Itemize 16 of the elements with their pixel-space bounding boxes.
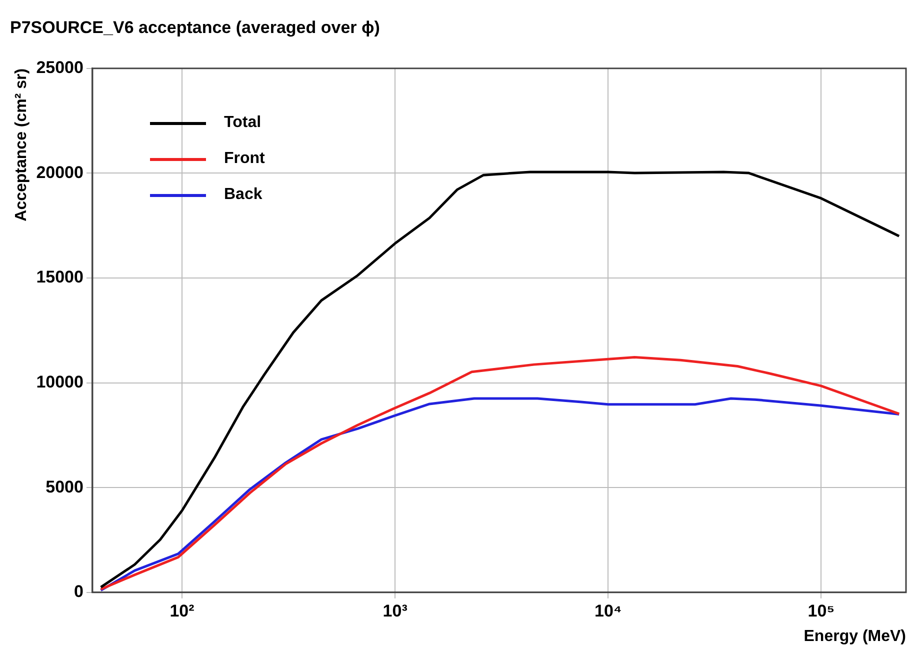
- y-tick-label: 20000: [36, 162, 84, 182]
- y-axis-title: Acceptance (cm² sr): [13, 68, 30, 222]
- y-tick-label: 15000: [36, 268, 84, 287]
- legend-label: Back: [224, 186, 262, 204]
- y-tick-label: 5000: [46, 477, 84, 496]
- y-tick-label: 25000: [36, 58, 84, 78]
- x-tick-label: 10²: [170, 601, 195, 620]
- chart-title: P7SOURCE_V6 acceptance (averaged over ϕ): [10, 18, 380, 37]
- y-tick-label: 10000: [36, 372, 84, 392]
- y-tick-label: 0: [74, 582, 84, 602]
- legend-label: Front: [224, 150, 265, 168]
- x-tick-label: 10³: [382, 601, 408, 620]
- x-tick-label: 10⁴: [594, 601, 622, 620]
- legend-label: Total: [224, 114, 262, 132]
- x-axis-title: Energy (MeV): [804, 628, 906, 645]
- x-tick-label: 10⁵: [808, 601, 835, 620]
